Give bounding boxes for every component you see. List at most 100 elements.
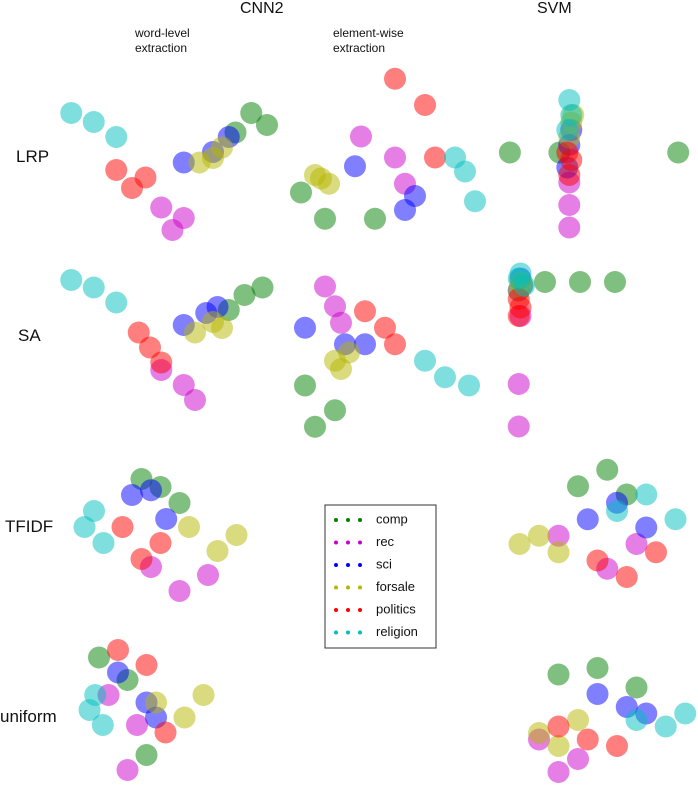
point: [240, 102, 263, 124]
point: [139, 336, 161, 359]
point: [172, 374, 195, 396]
legend-marker: [346, 563, 350, 567]
point: [135, 654, 158, 676]
point: [290, 181, 312, 204]
point: [498, 141, 521, 164]
point: [294, 374, 316, 397]
point: [135, 744, 158, 766]
legend-label: religion: [376, 624, 418, 639]
point: [625, 709, 648, 731]
row-label: TFIDF: [5, 517, 54, 536]
point: [314, 207, 336, 230]
point: [567, 475, 589, 498]
legend-box: [324, 504, 437, 649]
point: [73, 516, 96, 538]
point: [635, 483, 658, 506]
column-title: CNN2: [240, 0, 284, 17]
point: [192, 684, 215, 706]
point: [107, 661, 129, 684]
point: [330, 311, 352, 334]
row-label: LRP: [16, 147, 50, 166]
point: [88, 646, 110, 669]
point: [126, 714, 148, 736]
point: [82, 111, 105, 133]
point: [127, 321, 150, 344]
point: [547, 715, 570, 738]
point: [172, 207, 195, 229]
point: [350, 125, 372, 148]
point: [178, 516, 200, 538]
point: [586, 657, 609, 679]
point: [105, 291, 128, 314]
point: [464, 190, 486, 213]
column-title: SVM: [537, 0, 572, 17]
legend-marker: [334, 585, 338, 590]
point: [91, 714, 114, 736]
row-label: uniform: [0, 707, 57, 726]
legend-marker: [346, 608, 350, 612]
point: [116, 759, 139, 781]
point: [558, 194, 581, 216]
point: [547, 663, 570, 686]
point: [615, 566, 638, 588]
point: [508, 533, 531, 555]
point: [107, 639, 129, 661]
point: [507, 415, 530, 438]
point: [121, 484, 143, 506]
point: [211, 136, 233, 159]
point: [184, 389, 206, 411]
point: [145, 691, 167, 714]
point: [344, 155, 366, 178]
point: [625, 676, 648, 699]
point: [314, 275, 336, 298]
legend-marker: [346, 630, 350, 635]
point: [414, 349, 436, 372]
point: [105, 126, 128, 148]
point: [155, 508, 178, 530]
point: [82, 276, 105, 299]
point: [173, 706, 196, 729]
point: [567, 748, 589, 770]
legend-label: politics: [376, 601, 416, 616]
point: [364, 207, 386, 230]
legend-marker: [358, 563, 362, 567]
point: [567, 709, 589, 731]
point: [84, 684, 107, 706]
point: [384, 67, 406, 90]
point: [458, 374, 480, 397]
point: [606, 500, 628, 522]
point: [149, 532, 172, 554]
point: [60, 102, 83, 124]
point: [547, 761, 570, 783]
legend-label: comp: [376, 511, 408, 526]
point: [150, 351, 173, 374]
point: [674, 702, 697, 725]
point: [454, 160, 476, 183]
legend-marker: [334, 563, 338, 567]
legend-marker: [358, 608, 362, 612]
legend-label: rec: [376, 534, 395, 549]
legend-marker: [358, 518, 362, 522]
point: [667, 141, 690, 164]
legend-marker: [358, 540, 362, 545]
point: [384, 146, 406, 169]
point: [211, 317, 233, 339]
point: [569, 271, 591, 293]
point: [304, 415, 326, 438]
point: [154, 721, 177, 744]
legend-marker: [334, 518, 338, 522]
legend-label: sci: [376, 556, 392, 571]
point: [374, 316, 396, 339]
point: [635, 516, 658, 539]
point: [645, 541, 667, 564]
point: [294, 316, 316, 339]
point: [251, 276, 274, 299]
point: [384, 333, 406, 356]
legend-marker: [358, 585, 362, 590]
point: [434, 366, 456, 389]
legend-marker: [334, 608, 338, 612]
point: [111, 516, 134, 538]
point: [424, 146, 446, 169]
point: [197, 564, 219, 586]
